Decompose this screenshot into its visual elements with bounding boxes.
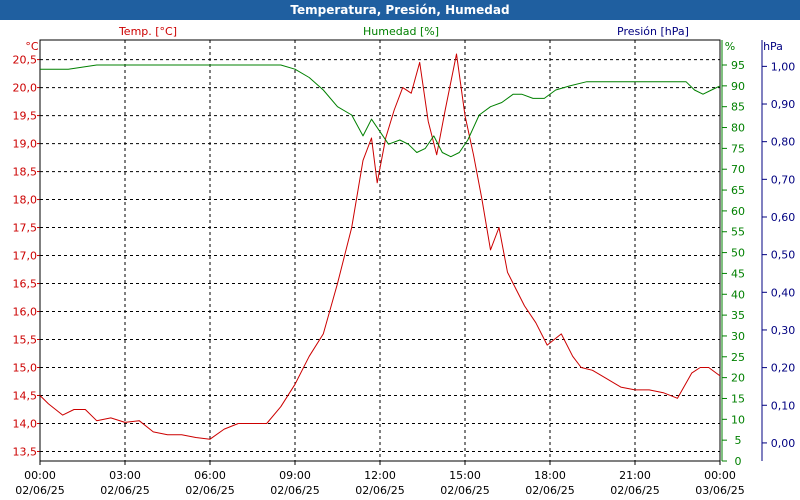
humidity-tick-label: 95	[731, 59, 745, 72]
humidity-tick-label: 50	[731, 247, 745, 260]
humidity-tick-label: 30	[731, 330, 745, 343]
temp-tick-label: 16,0	[13, 306, 38, 319]
pressure-tick-label: 0,10	[771, 399, 796, 412]
x-tick-date-label: 02/06/25	[185, 484, 234, 497]
humidity-tick-label: 80	[731, 122, 745, 135]
temp-unit-label: °C	[25, 40, 39, 53]
x-tick-date-label: 02/06/25	[440, 484, 489, 497]
humidity-tick-label: 20	[731, 372, 745, 385]
temp-axis-label: Temp. [°C]	[118, 25, 177, 38]
temp-tick-label: 14,0	[13, 417, 38, 430]
humidity-axis-label: Humedad [%]	[363, 25, 439, 38]
temp-tick-label: 18,0	[13, 194, 38, 207]
humidity-tick-label: 55	[731, 226, 745, 239]
temp-tick-label: 20,5	[13, 54, 38, 67]
temp-tick-label: 13,5	[13, 445, 38, 458]
humidity-tick-label: 25	[731, 351, 745, 364]
x-tick-label: 12:00	[364, 469, 396, 482]
humidity-series-line	[40, 64, 721, 158]
temp-tick-label: 16,5	[13, 278, 38, 291]
pressure-tick-label: 0,80	[771, 136, 796, 149]
humidity-tick-label: 10	[731, 413, 745, 426]
temp-tick-label: 19,0	[13, 138, 38, 151]
humidity-tick-label: 60	[731, 205, 745, 218]
pressure-tick-label: 0,50	[771, 249, 796, 262]
pressure-tick-label: 0,30	[771, 324, 796, 337]
temp-tick-label: 15,5	[13, 334, 38, 347]
x-tick-date-label: 02/06/25	[100, 484, 149, 497]
temp-tick-label: 14,5	[13, 389, 38, 402]
pressure-tick-label: 0,70	[771, 173, 796, 186]
pressure-tick-label: 0,60	[771, 211, 796, 224]
humidity-tick-label: 85	[731, 101, 745, 114]
humidity-tick-label: 45	[731, 267, 745, 280]
x-tick-date-label: 02/06/25	[15, 484, 64, 497]
temperature-series-line	[39, 53, 721, 440]
humidity-tick-label: 15	[731, 392, 745, 405]
x-tick-label: 15:00	[449, 469, 481, 482]
humidity-tick-label: 35	[731, 309, 745, 322]
x-tick-label: 18:00	[534, 469, 566, 482]
humidity-tick-label: 65	[731, 184, 745, 197]
pressure-tick-label: 0,40	[771, 286, 796, 299]
x-tick-label: 09:00	[279, 469, 311, 482]
x-tick-label: 00:00	[704, 469, 736, 482]
temp-tick-label: 20,0	[13, 82, 38, 95]
pressure-unit-label: hPa	[763, 40, 783, 53]
x-tick-label: 03:00	[109, 469, 141, 482]
pressure-axis-label: Presión [hPa]	[617, 25, 689, 38]
humidity-tick-label: 40	[731, 288, 745, 301]
temp-tick-label: 19,5	[13, 110, 38, 123]
humidity-tick-label: 70	[731, 163, 745, 176]
x-tick-date-label: 02/06/25	[270, 484, 319, 497]
humidity-tick-label: 90	[731, 80, 745, 93]
pressure-tick-label: 0,20	[771, 362, 796, 375]
humidity-tick-label: 5	[735, 434, 742, 447]
humidity-unit-label: %	[725, 40, 735, 53]
x-tick-date-label: 02/06/25	[610, 484, 659, 497]
temp-tick-label: 15,0	[13, 362, 38, 375]
pressure-tick-label: 0,00	[771, 437, 796, 450]
humidity-tick-label: 0	[735, 455, 742, 468]
pressure-tick-label: 1,00	[771, 60, 796, 73]
x-tick-date-label: 02/06/25	[355, 484, 404, 497]
temp-tick-label: 17,0	[13, 250, 38, 263]
x-tick-label: 21:00	[619, 469, 651, 482]
x-tick-label: 00:00	[24, 469, 56, 482]
humidity-tick-label: 75	[731, 142, 745, 155]
x-tick-date-label: 02/06/25	[525, 484, 574, 497]
chart-title: Temperatura, Presión, Humedad	[0, 0, 800, 20]
temp-tick-label: 17,5	[13, 222, 38, 235]
temp-tick-label: 18,5	[13, 166, 38, 179]
pressure-tick-label: 0,90	[771, 98, 796, 111]
plot-frame	[39, 39, 721, 462]
x-tick-date-label: 03/06/25	[695, 484, 744, 497]
x-tick-label: 06:00	[194, 469, 226, 482]
